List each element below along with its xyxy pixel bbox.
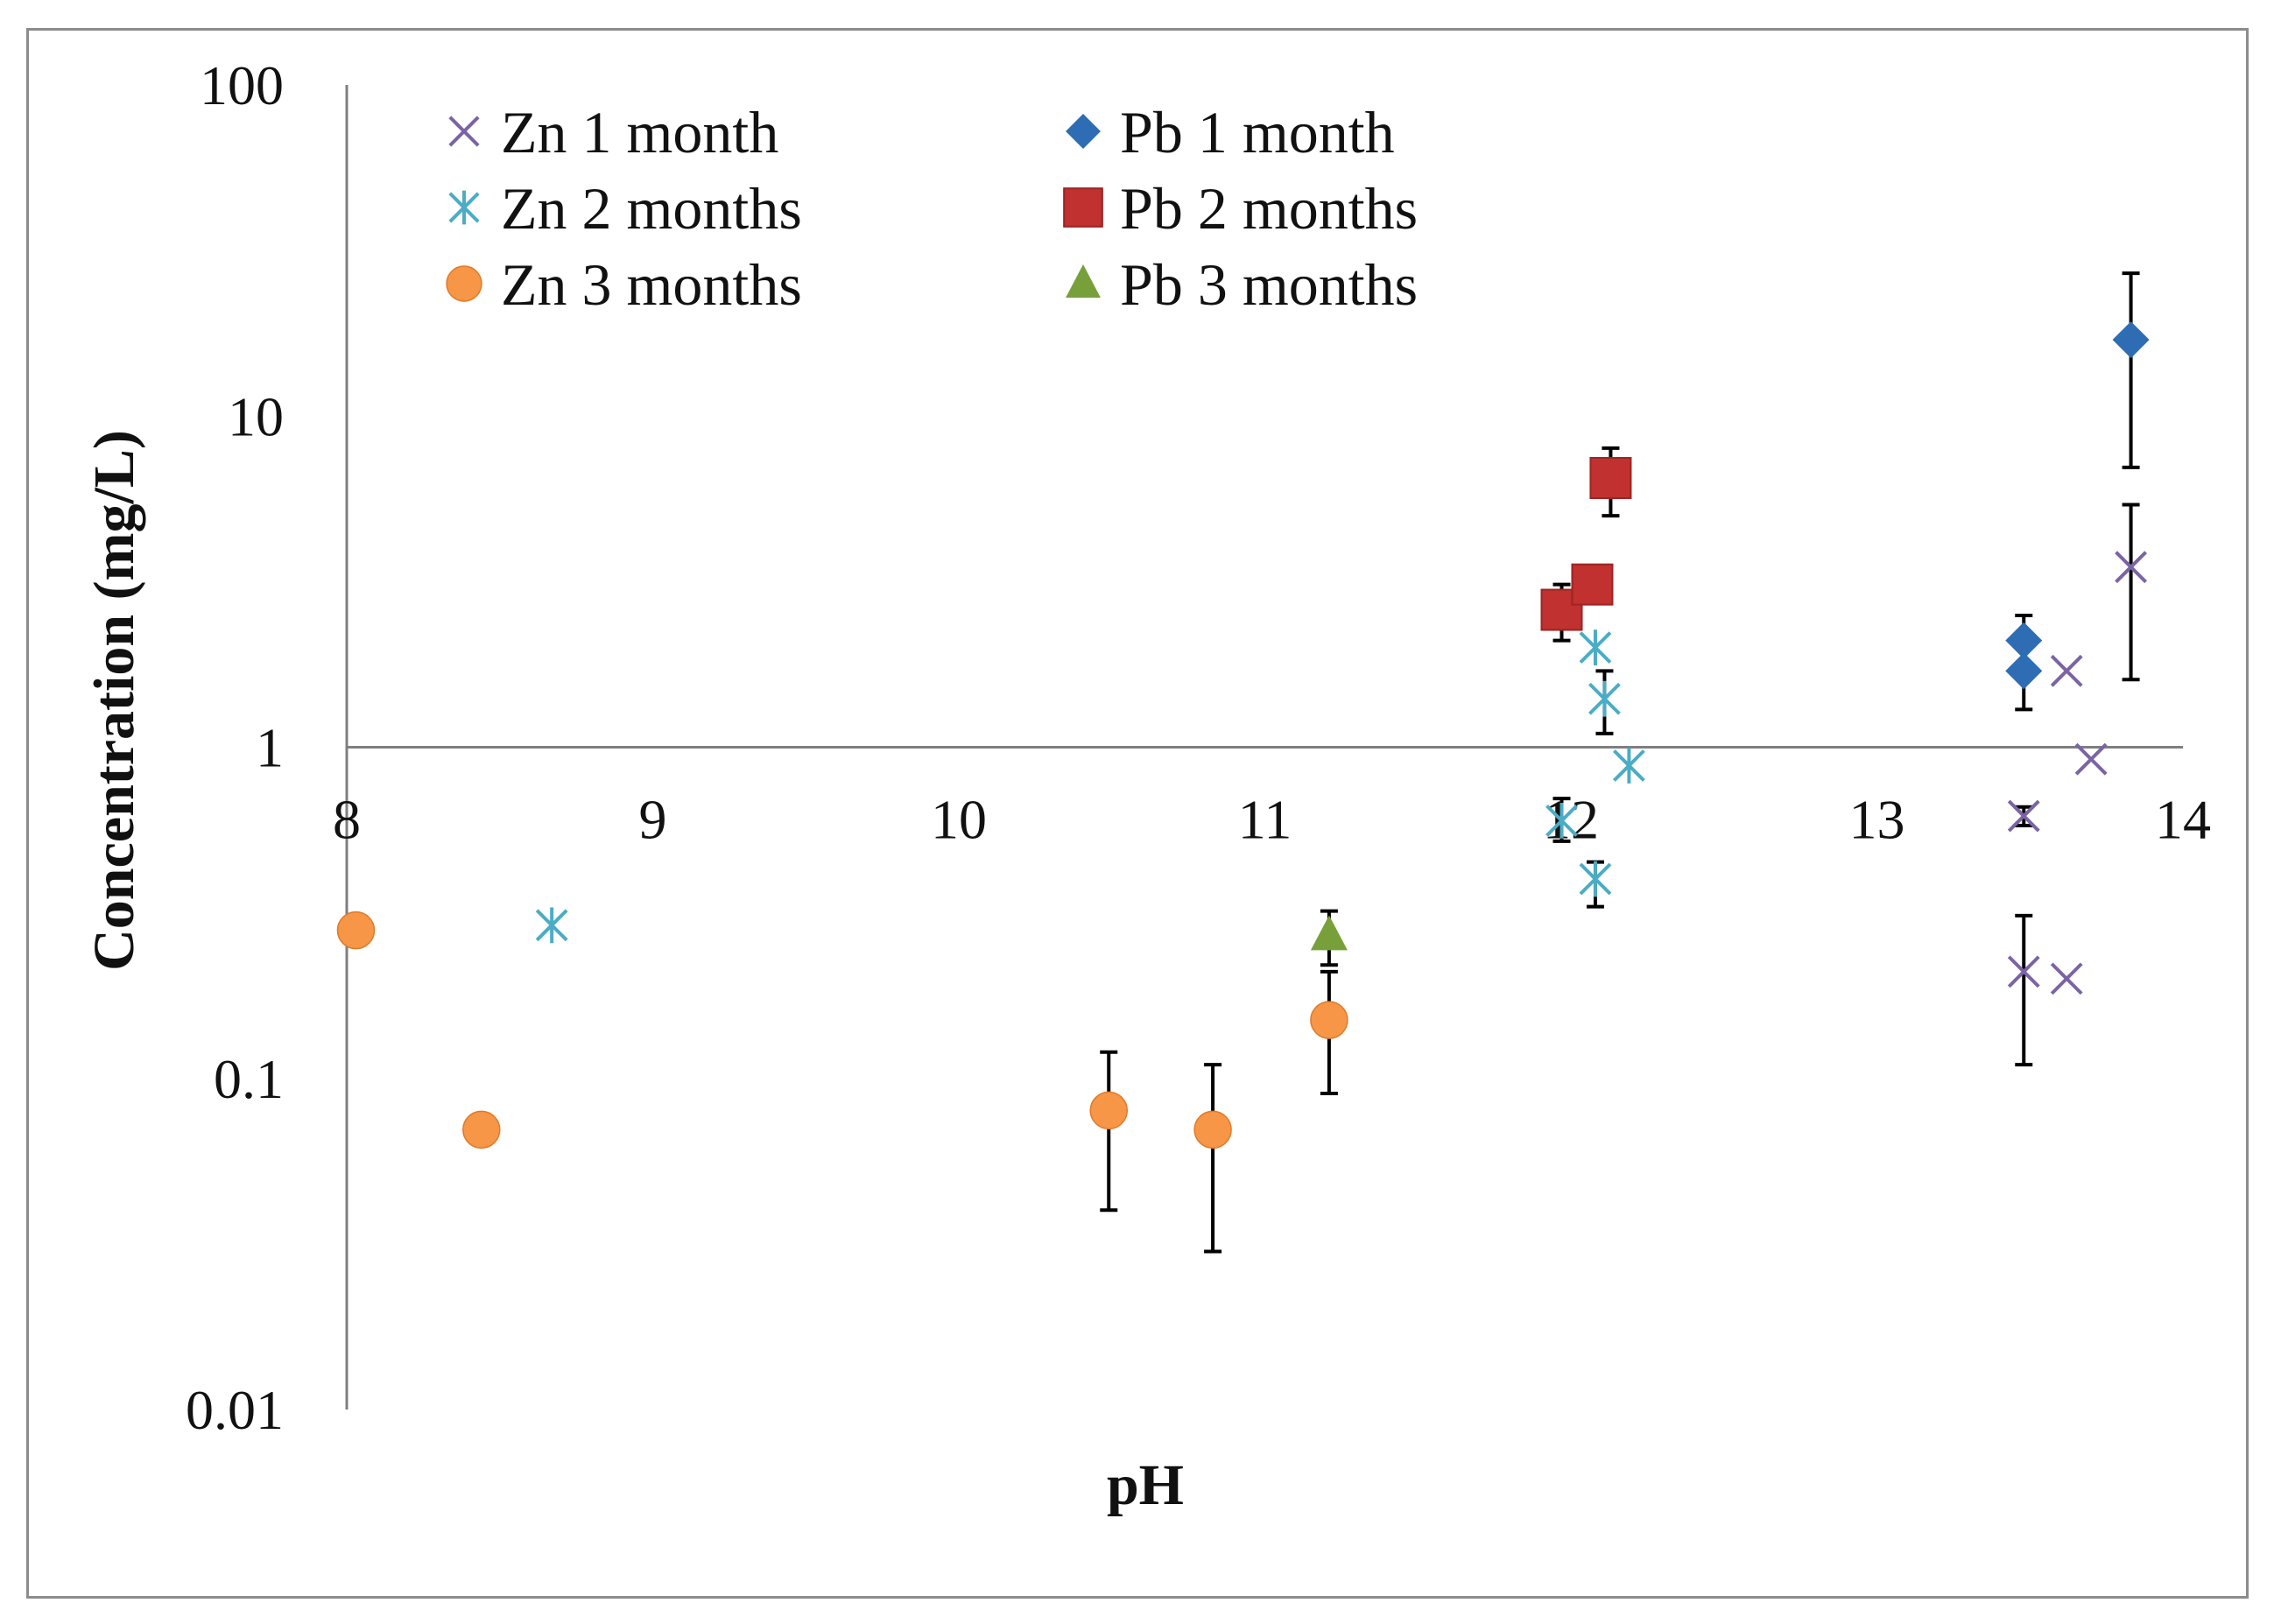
data-point: [1540, 588, 1583, 631]
legend-item: Zn 1 month: [448, 99, 778, 165]
legend-marker: [448, 116, 480, 147]
data-point: [336, 910, 376, 950]
data-point: [1193, 1110, 1232, 1149]
error-bar: [1204, 1063, 1222, 1254]
series-5-markers: [1540, 457, 1632, 631]
legend-item: Zn 3 months: [446, 251, 802, 318]
legend-marker: [1063, 187, 1103, 228]
y-tick-label: 1: [256, 717, 284, 779]
data-point: [1612, 748, 1645, 784]
chart-frame: [26, 28, 2249, 1599]
y-tick-label: 10: [228, 385, 284, 447]
data-point: [535, 907, 568, 944]
legend-item: Pb 3 months: [1066, 251, 1418, 318]
axes: [345, 85, 2183, 1410]
legend-label: Zn 1 month: [501, 99, 778, 165]
data-point: [2115, 551, 2147, 584]
data-point: [1310, 915, 1348, 951]
data-point: [2050, 962, 2083, 995]
legend: Zn 1 month Zn 2 months Zn 3 months Pb 1 mon…: [446, 99, 1418, 318]
data-point: [2007, 799, 2040, 833]
legend-label: Pb 1 month: [1120, 99, 1395, 165]
error-bar: [2015, 913, 2033, 1067]
data-point: [2005, 652, 2043, 690]
legend-label: Pb 3 months: [1120, 251, 1418, 318]
legend-item: Pb 1 month: [1066, 99, 1395, 165]
legend-item: Zn 2 months: [448, 175, 802, 242]
legend-marker: [1066, 114, 1101, 149]
x-axis-title: pH: [1107, 1453, 1184, 1517]
y-tick-labels: 0.01 0.1 1 10 100: [186, 54, 284, 1441]
x-tick-label: 13: [1849, 789, 1905, 851]
legend-item: Pb 2 months: [1063, 175, 1418, 242]
error-bar: [2122, 271, 2140, 469]
legend-label: Zn 2 months: [501, 175, 802, 242]
data-point: [462, 1110, 501, 1149]
legend-marker: [446, 265, 482, 302]
x-tick-label: 14: [2155, 789, 2211, 851]
error-bars: [1100, 271, 2140, 1254]
legend-label: Zn 3 months: [501, 251, 802, 318]
legend-marker: [448, 190, 480, 225]
series-3-markers: [336, 910, 1348, 1149]
series-1-markers: [2007, 551, 2147, 995]
y-tick-label: 0.01: [186, 1379, 284, 1441]
y-tick-label: 0.1: [214, 1048, 284, 1110]
data-point: [2005, 622, 2043, 659]
series-6-markers: [1310, 915, 1348, 951]
data-point: [1579, 861, 1612, 897]
x-tick-labels: 8 9 10 11 12 13 14: [333, 789, 2211, 851]
series-4-markers: [2005, 321, 2150, 690]
legend-marker: [1066, 264, 1101, 298]
x-tick-label: 9: [639, 789, 667, 851]
x-tick-label: 8: [333, 789, 361, 851]
data-markers: [336, 321, 2150, 1149]
x-tick-label: 11: [1238, 789, 1292, 851]
data-point: [2112, 321, 2150, 359]
y-tick-label: 100: [200, 54, 284, 116]
data-point: [1588, 680, 1621, 717]
legend-label: Pb 2 months: [1120, 175, 1418, 242]
data-point: [2007, 955, 2040, 988]
data-point: [1545, 803, 1578, 839]
data-point: [1589, 457, 1632, 500]
error-bar: [1100, 1050, 1118, 1213]
x-tick-label: 10: [931, 789, 987, 851]
data-point: [1310, 1001, 1348, 1039]
x-tick-label: 12: [1543, 789, 1599, 851]
data-point: [1579, 629, 1612, 666]
y-axis-title: Concentration (mg/L): [82, 430, 146, 971]
data-point: [1089, 1091, 1129, 1130]
data-point: [1571, 563, 1614, 606]
data-point: [2050, 654, 2083, 687]
series-2-markers: [535, 629, 1645, 944]
error-bar: [2122, 503, 2140, 682]
data-point: [2074, 742, 2108, 776]
